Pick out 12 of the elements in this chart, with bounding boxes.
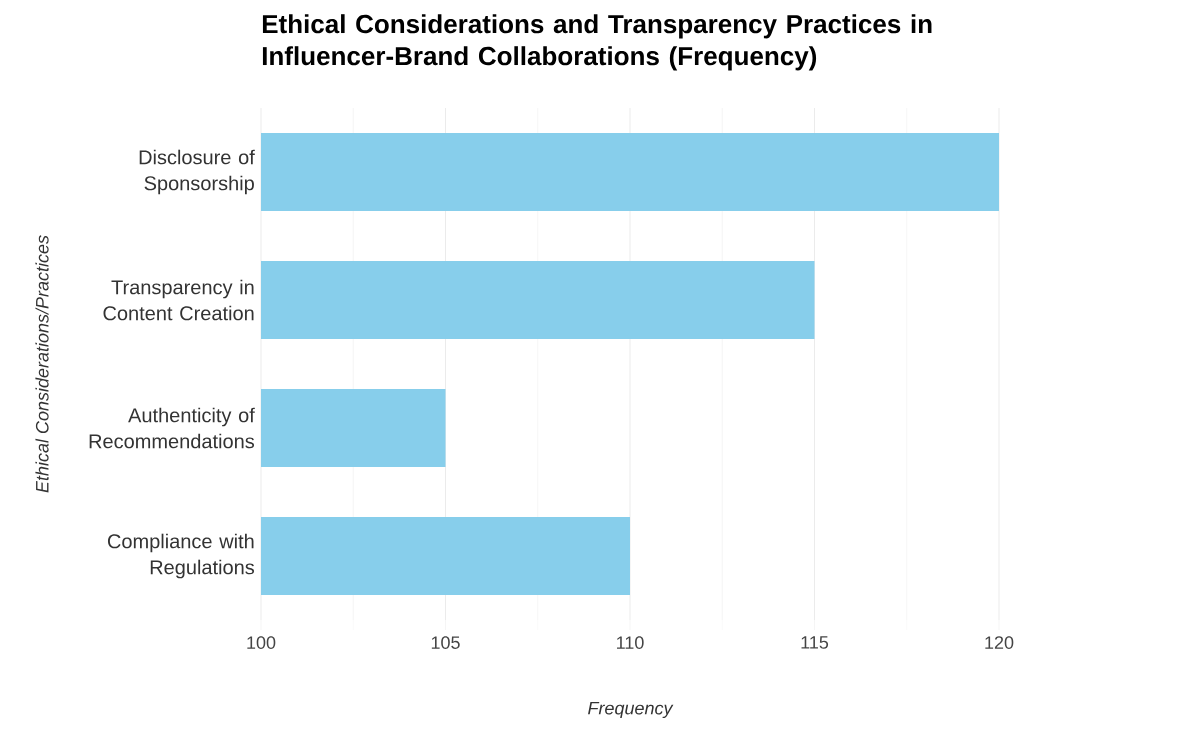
x-axis-title: Frequency (588, 701, 674, 719)
x-tick-label: 105 (431, 636, 460, 649)
x-tick-label: 120 (985, 636, 1014, 649)
x-tick-label: 110 (617, 636, 644, 649)
chart-title: Ethical Considerations and Transparency Practices in Influencer-Brand Collaborations (Frequency) (262, 14, 932, 71)
x-tick-label: 100 (247, 636, 276, 649)
y-tick-label: Disclosure of Sponsorship (139, 149, 255, 195)
y-tick-label: Compliance with Regulations (107, 533, 255, 579)
y-tick-label: Transparency in Content Creation (103, 279, 254, 321)
y-tick-label: Authenticity of Recommendations (89, 407, 255, 449)
y-axis-title: Ethical Considerations/Practices (35, 235, 49, 493)
x-tick-label: 115 (801, 636, 829, 649)
